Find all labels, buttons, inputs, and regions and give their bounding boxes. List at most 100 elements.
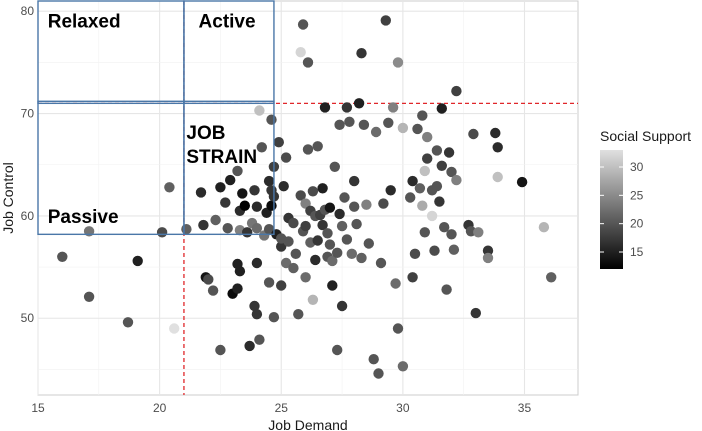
y-tick-label: 50 bbox=[21, 311, 35, 325]
data-point bbox=[375, 257, 387, 269]
data-point bbox=[490, 127, 501, 139]
data-point bbox=[546, 272, 557, 283]
data-point bbox=[385, 185, 396, 196]
data-point bbox=[327, 255, 338, 267]
data-point bbox=[349, 201, 360, 212]
data-point bbox=[334, 119, 345, 130]
data-point bbox=[336, 300, 348, 312]
data-point bbox=[251, 257, 263, 269]
legend-tick-label: 25 bbox=[630, 188, 644, 202]
data-point bbox=[358, 119, 370, 130]
y-tick-label: 70 bbox=[21, 107, 35, 121]
data-point bbox=[280, 257, 292, 269]
data-point bbox=[242, 227, 253, 238]
data-point bbox=[443, 147, 455, 158]
data-point bbox=[266, 200, 277, 211]
data-point bbox=[431, 181, 443, 192]
data-point bbox=[409, 248, 421, 259]
legend-colorbar bbox=[600, 150, 623, 269]
data-point bbox=[451, 85, 462, 97]
data-point bbox=[334, 208, 345, 220]
data-point bbox=[383, 117, 394, 128]
data-point bbox=[266, 114, 277, 125]
data-point bbox=[368, 354, 379, 365]
data-point bbox=[414, 183, 426, 194]
data-point bbox=[249, 185, 260, 196]
data-point bbox=[392, 57, 404, 68]
legend-title: Social Support bbox=[600, 128, 691, 144]
data-point bbox=[317, 183, 328, 194]
quadrant-label-active: Active bbox=[199, 11, 256, 32]
data-point bbox=[419, 227, 430, 238]
data-point bbox=[288, 217, 299, 229]
data-point bbox=[293, 309, 304, 320]
data-point bbox=[436, 160, 447, 171]
data-point bbox=[468, 128, 479, 140]
data-point bbox=[300, 272, 311, 283]
data-point bbox=[378, 198, 389, 209]
data-point bbox=[295, 47, 306, 58]
data-point bbox=[276, 241, 287, 252]
data-point bbox=[290, 248, 301, 259]
data-point bbox=[361, 199, 372, 210]
data-point bbox=[431, 145, 443, 156]
quadrant-label-relaxed: Relaxed bbox=[48, 11, 121, 32]
data-point bbox=[297, 19, 309, 30]
data-point bbox=[169, 323, 180, 334]
data-point bbox=[390, 278, 401, 289]
data-point bbox=[332, 247, 343, 258]
data-point bbox=[387, 102, 399, 113]
data-point bbox=[263, 277, 275, 288]
legend-tick-label: 30 bbox=[630, 160, 644, 174]
data-point bbox=[492, 171, 503, 183]
quadrant-label-passive: Passive bbox=[48, 207, 119, 228]
y-axis-title: Job Control bbox=[0, 162, 16, 234]
data-point bbox=[164, 182, 175, 193]
data-point bbox=[470, 307, 481, 319]
legend-tick-label: 15 bbox=[630, 245, 644, 259]
data-point bbox=[446, 166, 457, 178]
data-point bbox=[122, 317, 134, 328]
data-point bbox=[439, 222, 450, 233]
data-point bbox=[327, 280, 338, 291]
data-point bbox=[220, 197, 231, 208]
data-point bbox=[356, 48, 367, 59]
quadrant-box bbox=[183, 100, 275, 236]
x-tick-label: 30 bbox=[396, 401, 410, 415]
data-point bbox=[312, 235, 323, 246]
data-point bbox=[426, 210, 438, 222]
data-point bbox=[273, 137, 284, 148]
data-point bbox=[329, 161, 340, 172]
data-point bbox=[417, 110, 428, 121]
data-point bbox=[283, 236, 294, 247]
x-tick-label: 35 bbox=[518, 401, 532, 415]
data-point bbox=[492, 142, 503, 153]
x-axis-title: Job Demand bbox=[268, 417, 347, 431]
data-point bbox=[295, 190, 306, 201]
data-point bbox=[249, 300, 260, 312]
y-tick-label: 80 bbox=[21, 4, 35, 18]
data-point bbox=[300, 220, 311, 232]
data-point bbox=[263, 224, 275, 235]
data-point bbox=[276, 280, 287, 291]
data-point bbox=[448, 244, 460, 255]
data-point bbox=[317, 219, 328, 231]
data-point bbox=[349, 175, 360, 187]
data-point bbox=[239, 200, 250, 211]
data-point bbox=[436, 103, 447, 114]
data-point bbox=[446, 229, 457, 240]
data-point bbox=[210, 214, 221, 226]
legend-tick-label: 20 bbox=[630, 217, 644, 231]
quadrant-box bbox=[183, 0, 275, 105]
data-point bbox=[346, 248, 357, 259]
data-point bbox=[251, 309, 263, 320]
data-point bbox=[198, 219, 209, 231]
data-point bbox=[215, 344, 226, 356]
data-points bbox=[57, 15, 557, 379]
data-point bbox=[363, 238, 374, 249]
data-point bbox=[324, 239, 336, 250]
data-point bbox=[251, 201, 263, 212]
quadrant-boxes bbox=[37, 0, 275, 236]
data-point bbox=[83, 291, 95, 302]
data-point bbox=[280, 152, 292, 163]
